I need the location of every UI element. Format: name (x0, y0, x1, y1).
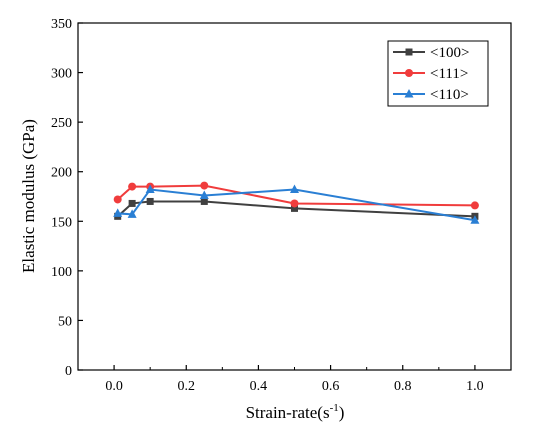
y-axis: 0 50 100 150 200 250 300 350 (51, 17, 83, 379)
data-point-square (405, 48, 413, 56)
legend: <100> <111> <110> (387, 40, 489, 107)
y-axis-label: Elastic modulus (GPa) (19, 119, 38, 273)
series-2 (113, 184, 480, 224)
y-tick-label: 250 (51, 116, 72, 131)
y-tick-label: 300 (51, 67, 72, 82)
x-tick-label: 0.2 (178, 379, 196, 394)
legend-label: <100> (430, 45, 469, 61)
y-tick-label: 0 (65, 364, 72, 379)
y-tick-label: 50 (58, 314, 72, 329)
legend-item: <100> (393, 45, 469, 61)
x-tick-label: 0.8 (394, 379, 412, 394)
data-point-square (146, 197, 154, 205)
data-point-triangle (199, 190, 209, 200)
legend-item: <110> (393, 87, 469, 103)
y-tick-label: 200 (51, 166, 72, 181)
y-tick-label: 100 (51, 265, 72, 280)
data-point-circle (128, 182, 137, 191)
x-tick-label: 1.0 (466, 379, 484, 394)
data-point-circle (470, 201, 479, 210)
x-axis-label-exponent: -1 (330, 402, 339, 414)
data-point-triangle (290, 184, 299, 194)
data-point-circle (290, 199, 299, 208)
data-point-square (291, 204, 298, 212)
data-point-triangle (404, 89, 414, 98)
data-point-triangle (127, 209, 137, 218)
legend-item: <111> (393, 66, 468, 82)
x-axis-label-close: ) (339, 403, 345, 422)
series-layer (113, 181, 480, 224)
x-axis-label: Strain-rate(s-1) (246, 402, 345, 422)
data-point-triangle (113, 208, 123, 217)
data-point-square (200, 197, 208, 205)
data-point-triangle (145, 184, 155, 194)
y-tick-label: 150 (51, 215, 72, 230)
data-point-circle (405, 69, 413, 77)
x-axis-label-main: Strain-rate(s (246, 403, 330, 422)
data-point-circle (113, 195, 122, 204)
data-point-square (128, 199, 136, 207)
x-tick-label: 0.4 (250, 379, 268, 394)
data-point-triangle (470, 215, 480, 224)
series-1 (113, 181, 479, 210)
legend-label: <110> (430, 87, 469, 103)
y-tick-label: 350 (51, 17, 72, 32)
x-tick-label: 0.6 (322, 379, 340, 394)
data-point-circle (200, 181, 209, 190)
x-axis: 0.0 0.2 0.4 0.6 0.8 1.0 (105, 365, 484, 394)
x-tick-label: 0.0 (105, 379, 123, 394)
legend-label: <111> (430, 66, 468, 82)
